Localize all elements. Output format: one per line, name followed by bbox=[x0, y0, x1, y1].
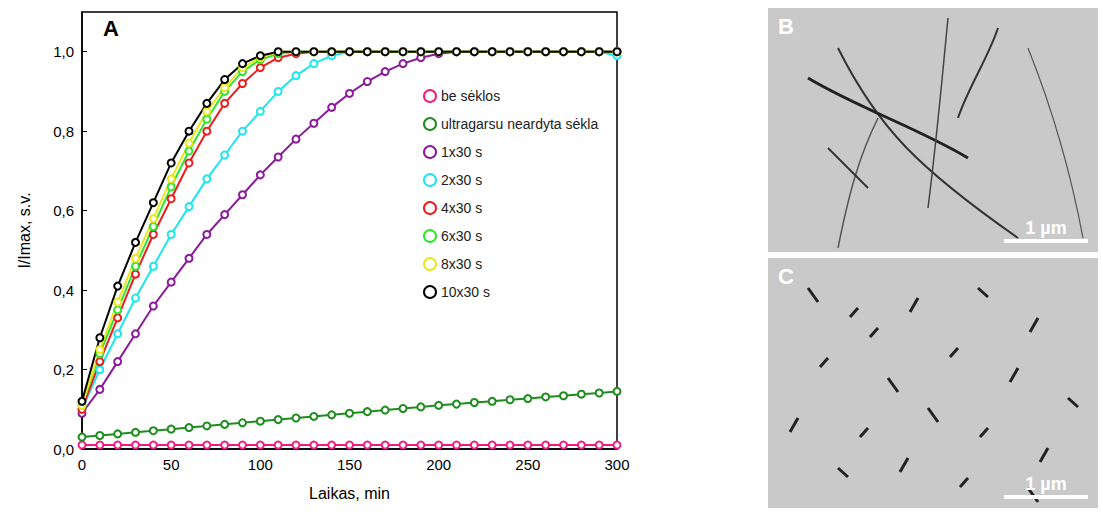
svg-text:I/Imax, s.v.: I/Imax, s.v. bbox=[16, 192, 33, 268]
html-text:B: B bbox=[778, 14, 794, 39]
html-text:1 µm: 1 µm bbox=[1025, 218, 1067, 238]
svg-text:0,6: 0,6 bbox=[53, 202, 74, 219]
svg-text:0,0: 0,0 bbox=[53, 441, 74, 458]
svg-text:0,2: 0,2 bbox=[53, 361, 74, 378]
svg-text:1x30 s: 1x30 s bbox=[441, 144, 482, 160]
svg-text:10x30 s: 10x30 s bbox=[441, 284, 490, 300]
html-text:1 µm: 1 µm bbox=[1025, 474, 1067, 494]
svg-text:A: A bbox=[103, 16, 119, 41]
svg-text:6x30 s: 6x30 s bbox=[441, 228, 482, 244]
svg-text:150: 150 bbox=[337, 456, 362, 473]
svg-text:0,4: 0,4 bbox=[53, 282, 74, 299]
svg-text:300: 300 bbox=[604, 456, 629, 473]
svg-text:be sėklos: be sėklos bbox=[441, 88, 500, 104]
svg-text:1,0: 1,0 bbox=[53, 43, 74, 60]
svg-text:100: 100 bbox=[248, 456, 273, 473]
svg-text:0: 0 bbox=[78, 456, 86, 473]
svg-text:8x30 s: 8x30 s bbox=[441, 256, 482, 272]
svg-text:50: 50 bbox=[163, 456, 180, 473]
svg-text:2x30 s: 2x30 s bbox=[441, 172, 482, 188]
html-text:C: C bbox=[778, 264, 794, 289]
svg-text:0,8: 0,8 bbox=[53, 123, 74, 140]
svg-text:ultragarsu neardyta sėkla: ultragarsu neardyta sėkla bbox=[441, 116, 598, 132]
svg-text:250: 250 bbox=[515, 456, 540, 473]
svg-text:Laikas, min: Laikas, min bbox=[309, 485, 390, 502]
svg-text:4x30 s: 4x30 s bbox=[441, 200, 482, 216]
svg-text:200: 200 bbox=[426, 456, 451, 473]
